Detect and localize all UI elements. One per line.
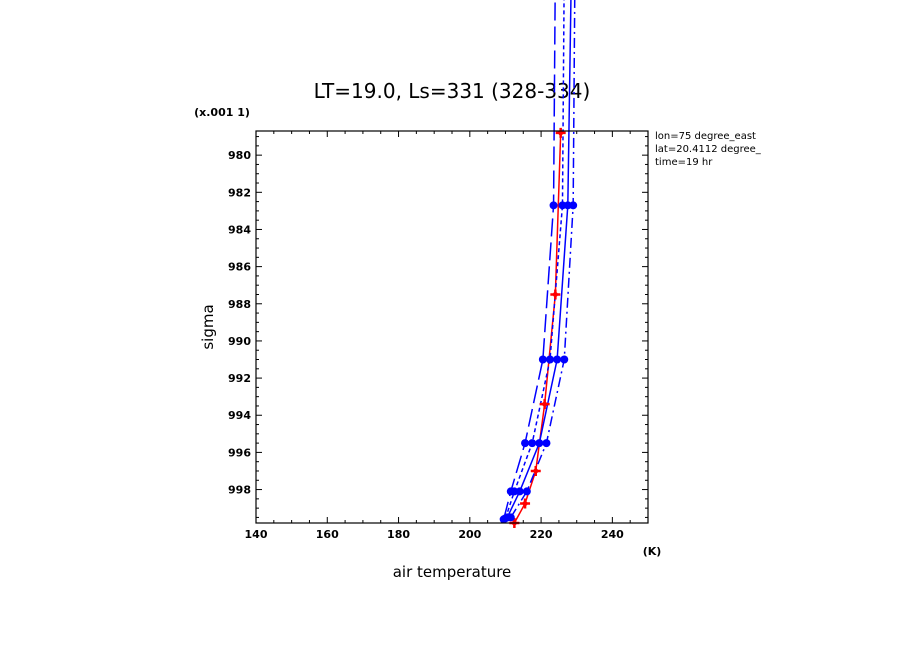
series-line (513, 132, 562, 524)
plot-frame (255, 130, 649, 524)
marker-layer (499, 127, 578, 528)
chart-title: LT=19.0, Ls=331 (328-334) (314, 79, 591, 103)
data-point (553, 355, 562, 364)
annotation-time: time=19 hr (655, 157, 713, 168)
x-axis-label: air temperature (393, 563, 512, 581)
x-tick-label: 160 (316, 528, 339, 541)
data-point (510, 487, 519, 496)
x-tick-label: 140 (245, 528, 268, 541)
data-point (546, 355, 554, 364)
series-line (504, 0, 565, 519)
annotation-lat: lat=20.4112 degree_ (655, 144, 762, 155)
data-point (522, 487, 531, 496)
data-point (506, 513, 515, 522)
data-point (542, 439, 551, 448)
data-point (535, 439, 544, 448)
data-point (558, 130, 564, 136)
data-point (522, 500, 528, 506)
y-tick-label: 986 (228, 261, 251, 274)
data-point (552, 291, 558, 297)
x-tick-label: 180 (387, 528, 410, 541)
y-tick-label: 984 (228, 223, 251, 236)
data-point (569, 201, 578, 210)
y-tick-label: 980 (228, 149, 251, 162)
data-point (533, 468, 539, 474)
annotation-lon: lon=75 degree_east (655, 131, 756, 142)
annotations: lon=75 degree_east lat=20.4112 degree_ t… (655, 131, 762, 168)
y-tick-label: 988 (228, 298, 251, 311)
data-point (521, 439, 530, 448)
series-line (506, 0, 572, 518)
y-tick-label: 994 (228, 409, 251, 422)
y-tick-label: 990 (228, 335, 251, 348)
axes: 140 160 180 200 220 240 980 982 984 986 988 990 992 9… (228, 131, 649, 541)
series-line (502, 0, 556, 520)
y-tick-label: 982 (228, 186, 251, 199)
series-line (510, 0, 576, 518)
data-point (560, 355, 569, 364)
x-tick-label: 220 (530, 528, 553, 541)
y-scale-note: (x.001 1) (194, 106, 250, 119)
series-layer (502, 0, 576, 524)
y-axis-label: sigma (199, 304, 217, 349)
data-point (549, 201, 558, 210)
data-point (558, 201, 567, 210)
data-point (538, 355, 547, 364)
data-point (528, 439, 537, 448)
x-axis-units: (K) (643, 545, 662, 558)
x-tick-label: 240 (601, 528, 624, 541)
x-tick-label: 200 (458, 528, 481, 541)
y-tick-label: 992 (228, 372, 251, 385)
y-tick-label: 996 (228, 446, 251, 459)
data-point (542, 401, 548, 407)
y-tick-label: 998 (228, 484, 251, 497)
